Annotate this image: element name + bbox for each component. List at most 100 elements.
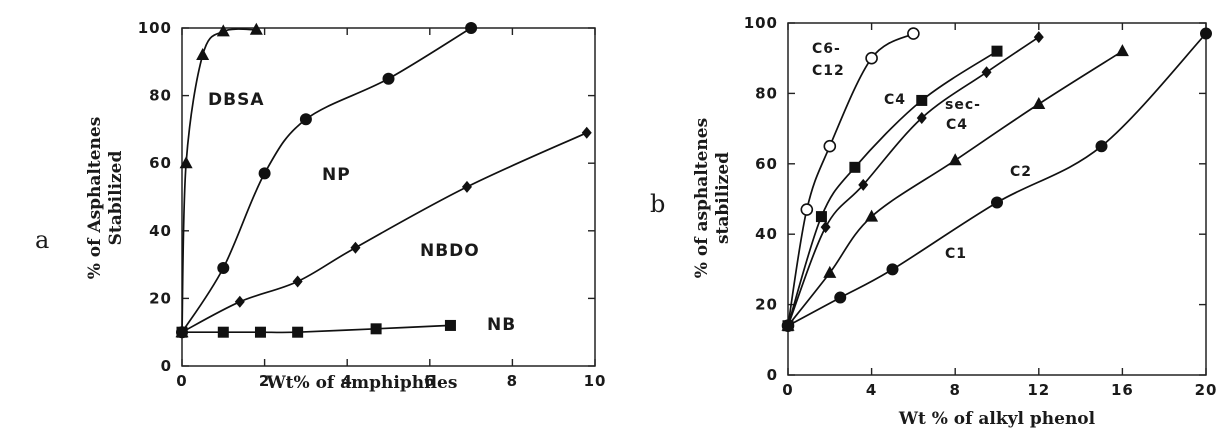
panel-b-x-ticks: 0 4 8 12 16 20 bbox=[782, 23, 1218, 399]
series-label-c1: C1 bbox=[945, 246, 967, 262]
x-tick-label: 4 bbox=[866, 381, 877, 399]
data-point-c1 bbox=[1095, 140, 1108, 153]
data-point-nbdo bbox=[292, 275, 303, 288]
panel-a-ylabel-line1: % of Asphaltenes bbox=[85, 117, 105, 280]
series-c2 bbox=[781, 44, 1129, 331]
data-point-dbsa bbox=[249, 22, 263, 35]
panel-a-y-ticks: 0 20 40 60 80 100 bbox=[138, 19, 595, 375]
data-point-dbsa bbox=[216, 24, 230, 37]
data-point-c4 bbox=[815, 211, 827, 223]
x-tick-label: 4 bbox=[341, 372, 352, 390]
data-point-np bbox=[465, 22, 478, 34]
y-tick-label: 60 bbox=[755, 155, 778, 173]
series-label-c6-c12-line1: C6- bbox=[812, 41, 841, 57]
series-label-np: NP bbox=[322, 165, 351, 185]
data-point-sec-c4 bbox=[820, 221, 831, 234]
series-label-sec-c4-line1: sec- bbox=[945, 97, 981, 113]
panel-b-ylabel: % of asphaltenes stabilized bbox=[692, 118, 733, 278]
data-point-nbdo bbox=[581, 126, 592, 139]
data-point-nb bbox=[254, 326, 266, 338]
panel-b: b % of asphaltenes stabilized 0204060801… bbox=[650, 14, 1218, 429]
series-label-nbdo: NBDO bbox=[420, 241, 480, 261]
data-point-sec-c4 bbox=[916, 112, 927, 125]
series-label-nb: NB bbox=[487, 315, 516, 335]
series-label-c4: C4 bbox=[884, 92, 906, 108]
data-point-sec-c4 bbox=[858, 178, 869, 191]
series-line-sec-c4 bbox=[787, 36, 1040, 327]
series-label-dbsa: DBSA bbox=[208, 90, 264, 110]
series-line-dbsa bbox=[181, 28, 257, 333]
data-point-c1 bbox=[782, 319, 794, 332]
data-point-c4 bbox=[991, 45, 1003, 57]
data-point-c1 bbox=[991, 196, 1003, 209]
data-point-c1 bbox=[1200, 27, 1212, 40]
data-point-nbdo bbox=[350, 241, 361, 254]
panel-a-xlabel: Wt% of amphiphiles bbox=[266, 373, 458, 393]
x-tick-label: 8 bbox=[507, 372, 518, 390]
y-tick-label: 80 bbox=[755, 84, 778, 102]
data-point-c2 bbox=[865, 209, 879, 222]
x-tick-label: 20 bbox=[1195, 381, 1218, 399]
panel-b-ylabel-line1: % of asphaltenes bbox=[692, 118, 712, 278]
data-point-c4 bbox=[916, 94, 928, 106]
y-tick-label: 0 bbox=[767, 366, 778, 384]
data-point-nbdo bbox=[461, 180, 472, 193]
data-point-nb bbox=[370, 323, 382, 335]
x-tick-label: 0 bbox=[176, 372, 187, 390]
x-tick-label: 10 bbox=[584, 372, 607, 390]
data-point-nb bbox=[217, 326, 229, 338]
data-point-c2 bbox=[1032, 96, 1046, 109]
data-point-c6-c12 bbox=[865, 51, 878, 65]
panel-b-xlabel: Wt % of alkyl phenol bbox=[898, 409, 1096, 429]
panel-a-ylabel-line2: Stabilized bbox=[106, 151, 126, 246]
y-tick-label: 20 bbox=[755, 296, 778, 314]
x-tick-label: 0 bbox=[782, 381, 793, 399]
data-point-c6-c12 bbox=[823, 139, 837, 153]
data-point-dbsa bbox=[179, 156, 193, 169]
data-point-c2 bbox=[948, 153, 962, 166]
y-tick-label: 20 bbox=[149, 289, 172, 307]
panel-a-label: a bbox=[35, 226, 49, 254]
panel-b-series bbox=[781, 27, 1212, 333]
y-tick-label: 40 bbox=[755, 225, 778, 243]
data-point-np bbox=[217, 261, 230, 274]
series-nb bbox=[176, 319, 456, 338]
panel-a-plot-frame bbox=[181, 27, 596, 367]
data-point-sec-c4 bbox=[1033, 31, 1044, 44]
data-point-nb bbox=[292, 326, 304, 338]
series-label-c6-c12-line2: C12 bbox=[812, 63, 845, 79]
data-point-sec-c4 bbox=[981, 66, 992, 79]
y-tick-label: 0 bbox=[161, 357, 172, 375]
y-tick-label: 100 bbox=[138, 19, 172, 37]
panel-b-label: b bbox=[650, 190, 665, 218]
series-c4 bbox=[782, 45, 1003, 332]
x-tick-label: 6 bbox=[424, 372, 435, 390]
data-point-c4 bbox=[849, 161, 861, 173]
data-point-dbsa bbox=[196, 48, 210, 61]
y-tick-label: 60 bbox=[149, 154, 172, 172]
series-np bbox=[176, 22, 478, 339]
panel-b-ylabel-line2: stabilized bbox=[713, 152, 733, 244]
data-point-nb bbox=[444, 319, 456, 331]
panel-b-plot-frame bbox=[787, 22, 1207, 376]
data-point-np bbox=[299, 113, 312, 126]
y-tick-label: 100 bbox=[744, 14, 778, 32]
y-tick-label: 80 bbox=[149, 87, 172, 105]
series-line-c6-c12 bbox=[787, 32, 914, 326]
data-point-c2 bbox=[823, 265, 837, 278]
series-dbsa bbox=[175, 22, 263, 338]
x-tick-label: 8 bbox=[949, 381, 960, 399]
panel-a-x-ticks: 0 2 4 6 8 10 bbox=[176, 28, 607, 390]
panel-a-series bbox=[175, 22, 592, 339]
data-point-c2 bbox=[1115, 44, 1129, 57]
series-line-c1 bbox=[787, 33, 1207, 327]
data-point-c6-c12 bbox=[800, 203, 814, 216]
data-point-c1 bbox=[886, 263, 899, 276]
panel-a: a % of Asphaltenes Stabilized 0204060801… bbox=[35, 19, 607, 393]
x-tick-label: 2 bbox=[259, 372, 270, 390]
data-point-np bbox=[258, 167, 271, 180]
data-point-np bbox=[382, 72, 395, 85]
x-tick-label: 16 bbox=[1111, 381, 1134, 399]
series-label-sec-c4-line2: C4 bbox=[946, 117, 968, 133]
